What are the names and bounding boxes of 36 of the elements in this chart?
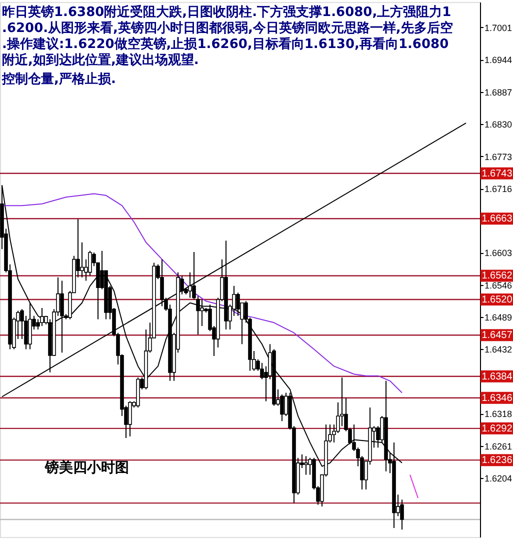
ref-line-label: 1.6384 bbox=[482, 371, 513, 382]
y-tick-label: 1.6944 bbox=[484, 55, 512, 66]
y-tick-label: 1.6887 bbox=[484, 87, 512, 98]
candlestick bbox=[160, 258, 164, 307]
y-tick-label: 1.7001 bbox=[484, 22, 512, 33]
y-tick-label: 1.6716 bbox=[484, 184, 512, 194]
candlestick bbox=[280, 394, 284, 422]
text: 控制仓量,严格止损. bbox=[1, 72, 116, 87]
y-tick-label: 1.6773 bbox=[484, 152, 512, 162]
ref-line-label: 1.6562 bbox=[482, 270, 513, 282]
candlestick bbox=[200, 298, 204, 327]
ref-line-label: 1.6346 bbox=[482, 392, 513, 404]
y-tick-label: 1.6432 bbox=[484, 344, 512, 355]
candlestick bbox=[80, 242, 84, 278]
annotation: 镑美四小时图 bbox=[44, 459, 129, 476]
candlestick bbox=[236, 292, 240, 316]
y-tick-label: 1.6318 bbox=[484, 409, 512, 420]
ref-line-label: 1.6457 bbox=[482, 330, 513, 342]
ref-line-label: 1.6743 bbox=[482, 168, 513, 180]
y-tick-label: 1.6261 bbox=[484, 441, 512, 452]
y-tick-label: 1.6830 bbox=[484, 120, 512, 130]
y-tick-label: 1.6489 bbox=[484, 312, 512, 323]
text: 昨日英镑1.6380附近受阻大跌,日图收阴柱.下方强支撑1.6080,上方强阻力1.6200.从图形来看,英镑四小时日图都很弱,今日英镑同欧元思路一样,先多后空.操作建议:1.6220做空英镑,止损1.6260,目标看向1.6130,再看向1.6080附近,如到达此位置,建议出场观望. bbox=[2, 4, 453, 68]
ref-line-label: 1.6236 bbox=[482, 455, 513, 466]
y-tick-label: 1.6204 bbox=[484, 474, 512, 484]
y-tick-label: 1.6546 bbox=[484, 280, 512, 290]
y-tick-label: 1.6603 bbox=[484, 248, 512, 258]
candlestick bbox=[40, 307, 44, 327]
ref-line-label: 1.6520 bbox=[482, 294, 513, 306]
line-series bbox=[2, 193, 402, 394]
candlestick bbox=[304, 456, 308, 476]
candlestick bbox=[60, 280, 64, 354]
candlestick bbox=[188, 272, 192, 298]
ref-line-label: 1.6292 bbox=[482, 423, 513, 434]
ref-line-label: 1.6663 bbox=[482, 214, 513, 225]
candlestick bbox=[128, 400, 132, 437]
